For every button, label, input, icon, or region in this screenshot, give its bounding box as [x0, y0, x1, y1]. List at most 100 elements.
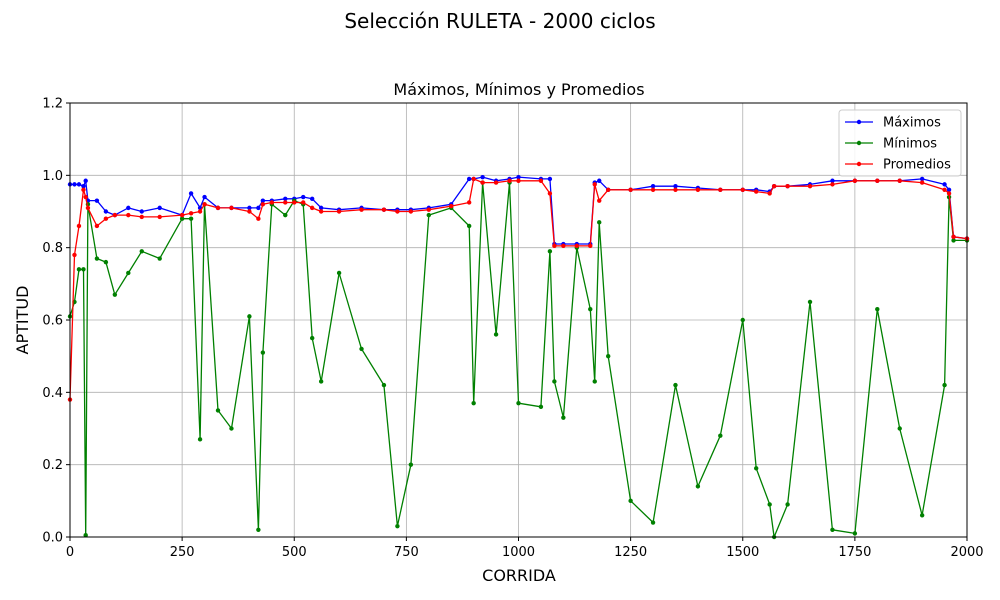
- data-point-promedios: [471, 176, 476, 182]
- data-point-maximos: [516, 174, 521, 180]
- series-minimos: [67, 180, 970, 540]
- data-point-promedios: [718, 187, 723, 192]
- data-point-minimos: [309, 335, 315, 341]
- data-point-promedios: [740, 187, 745, 192]
- data-point-maximos: [830, 178, 835, 183]
- x-axis-ticks: 0 250 500 750 1000 1250 1500 1750 2000: [66, 537, 984, 560]
- data-point-minimos: [188, 216, 194, 221]
- data-point-minimos: [785, 502, 790, 507]
- data-point-promedios: [381, 207, 387, 212]
- data-point-minimos: [718, 433, 723, 438]
- data-point-minimos: [81, 267, 86, 272]
- data-point-minimos: [336, 270, 342, 276]
- data-point-promedios: [547, 191, 553, 196]
- data-point-minimos: [139, 249, 144, 254]
- data-point-maximos: [83, 178, 88, 183]
- x-tick-label: 500: [282, 545, 307, 560]
- data-point-promedios: [951, 234, 956, 240]
- data-point-promedios: [673, 187, 678, 192]
- data-point-maximos: [202, 194, 207, 200]
- data-point-minimos: [103, 259, 109, 265]
- data-point-maximos: [309, 196, 315, 202]
- data-point-minimos: [466, 223, 472, 229]
- data-point-promedios: [408, 209, 414, 214]
- x-tick-label: 1750: [838, 545, 871, 560]
- data-point-maximos: [72, 182, 77, 187]
- data-point-minimos: [493, 332, 499, 337]
- data-point-maximos: [139, 209, 144, 214]
- data-point-promedios: [830, 182, 835, 187]
- data-point-minimos: [126, 270, 131, 276]
- data-point-promedios: [516, 178, 521, 183]
- legend-label: Mínimos: [883, 137, 937, 152]
- legend: Máximos Mínimos Promedios: [838, 109, 962, 177]
- data-point-minimos: [359, 346, 364, 352]
- data-point-promedios: [76, 223, 82, 229]
- y-tick-label: 0.0: [42, 531, 63, 546]
- data-point-promedios: [157, 214, 162, 220]
- data-point-minimos: [561, 415, 566, 420]
- data-point-minimos: [695, 484, 701, 489]
- data-point-maximos: [547, 176, 553, 182]
- data-point-maximos: [650, 183, 656, 189]
- data-point-minimos: [408, 462, 414, 467]
- data-point-promedios: [466, 200, 472, 205]
- data-point-minimos: [260, 350, 266, 355]
- x-tick-label: 250: [170, 545, 195, 560]
- data-point-promedios: [139, 214, 144, 220]
- series-promedios: [67, 176, 970, 402]
- data-point-minimos: [942, 382, 947, 388]
- y-axis-label: APTITUD: [13, 286, 32, 355]
- data-point-promedios: [83, 194, 88, 200]
- data-point-promedios: [112, 212, 118, 218]
- data-point-promedios: [260, 202, 266, 207]
- data-point-minimos: [673, 382, 678, 388]
- data-point-minimos: [538, 404, 544, 409]
- data-point-maximos: [188, 191, 194, 196]
- data-point-promedios: [807, 183, 813, 189]
- data-point-promedios: [552, 243, 557, 249]
- data-point-promedios: [767, 191, 772, 196]
- data-point-maximos: [247, 205, 252, 211]
- data-point-promedios: [247, 209, 252, 214]
- data-point-minimos: [807, 299, 813, 305]
- data-point-promedios: [897, 178, 902, 183]
- data-point-promedios: [561, 243, 566, 249]
- chart-title: Máximos, Mínimos y Promedios: [393, 80, 644, 99]
- data-point-promedios: [597, 198, 602, 203]
- figure-suptitle: Selección RULETA - 2000 ciclos: [344, 9, 655, 33]
- data-point-minimos: [76, 267, 82, 272]
- data-point-minimos: [919, 513, 925, 518]
- data-point-minimos: [426, 212, 431, 218]
- legend-label: Promedios: [883, 158, 951, 173]
- data-point-minimos: [256, 527, 261, 532]
- x-tick-label: 2000: [950, 545, 983, 560]
- data-point-minimos: [229, 426, 234, 431]
- data-point-maximos: [260, 198, 266, 203]
- data-point-minimos: [628, 498, 633, 504]
- grid-lines: [69, 102, 968, 538]
- data-point-maximos: [673, 183, 678, 189]
- legend-marker: [856, 161, 862, 167]
- data-point-maximos: [157, 205, 162, 211]
- data-point-promedios: [426, 207, 431, 212]
- data-point-promedios: [229, 205, 234, 211]
- plot-area: [67, 174, 970, 540]
- legend-box: [838, 109, 962, 177]
- data-point-maximos: [76, 182, 82, 187]
- data-point-minimos: [471, 400, 476, 406]
- data-point-promedios: [301, 200, 306, 205]
- data-point-maximos: [466, 176, 472, 182]
- data-point-maximos: [301, 194, 306, 200]
- data-point-minimos: [395, 523, 400, 529]
- data-point-promedios: [202, 202, 207, 207]
- data-point-minimos: [650, 520, 656, 525]
- data-point-promedios: [103, 216, 109, 221]
- data-point-promedios: [695, 187, 701, 192]
- data-point-minimos: [830, 527, 835, 532]
- data-point-minimos: [875, 306, 880, 312]
- data-point-minimos: [516, 400, 521, 406]
- data-point-minimos: [897, 426, 902, 431]
- data-point-promedios: [628, 187, 633, 192]
- data-point-minimos: [588, 306, 593, 312]
